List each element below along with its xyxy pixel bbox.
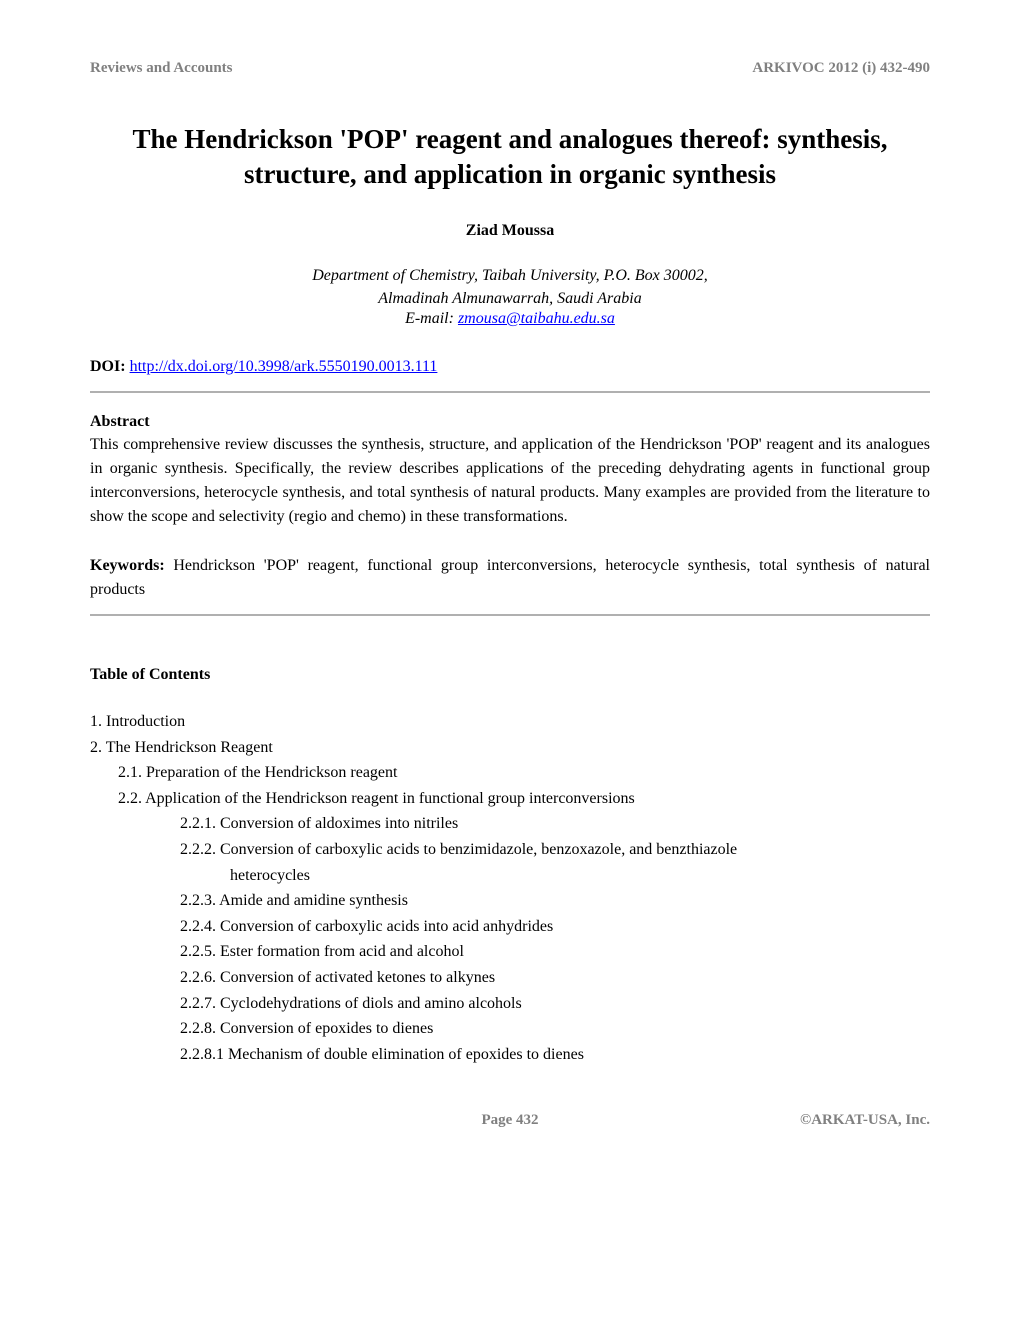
toc-item: 1. Introduction <box>90 709 930 735</box>
toc-item: 2.2.5. Ester formation from acid and alc… <box>180 939 930 965</box>
divider-top <box>90 391 930 393</box>
toc-heading: Table of Contents <box>90 666 930 684</box>
toc-item: 2.2.8. Conversion of epoxides to dienes <box>180 1016 930 1042</box>
abstract-heading: Abstract <box>90 413 930 431</box>
affiliation-line2: Almadinah Almunawarrah, Saudi Arabia <box>90 288 930 310</box>
keywords-label: Keywords: <box>90 557 173 574</box>
author-name: Ziad Moussa <box>90 222 930 240</box>
email-line: E-mail: zmousa@taibahu.edu.sa <box>90 310 930 328</box>
toc-item: 2.1. Preparation of the Hendrickson reag… <box>118 760 930 786</box>
abstract-text: This comprehensive review discusses the … <box>90 433 930 529</box>
page-footer: Page 432 ©ARKAT-USA, Inc. <box>90 1112 930 1129</box>
toc-item: 2.2.3. Amide and amidine synthesis <box>180 888 930 914</box>
divider-bottom <box>90 614 930 616</box>
paper-title: The Hendrickson 'POP' reagent and analog… <box>90 122 930 192</box>
toc-item: 2.2.2. Conversion of carboxylic acids to… <box>180 837 930 863</box>
page-header: Reviews and Accounts ARKIVOC 2012 (i) 43… <box>90 60 930 77</box>
footer-right: ©ARKAT-USA, Inc. <box>800 1112 930 1129</box>
keywords-text: Hendrickson 'POP' reagent, functional gr… <box>90 557 930 598</box>
footer-page: Page 432 <box>481 1112 538 1129</box>
toc-item: 2.2.7. Cyclodehydrations of diols and am… <box>180 991 930 1017</box>
header-right: ARKIVOC 2012 (i) 432-490 <box>752 60 930 77</box>
toc-item: 2.2.4. Conversion of carboxylic acids in… <box>180 914 930 940</box>
doi: DOI: http://dx.doi.org/10.3998/ark.55501… <box>90 358 930 376</box>
email-link[interactable]: zmousa@taibahu.edu.sa <box>458 310 615 327</box>
toc-item: 2.2.6. Conversion of activated ketones t… <box>180 965 930 991</box>
email-label: E-mail: <box>405 310 458 327</box>
toc-list: 1. Introduction 2. The Hendrickson Reage… <box>90 709 930 1067</box>
toc-item: 2.2. Application of the Hendrickson reag… <box>118 786 930 812</box>
doi-label: DOI: <box>90 358 130 375</box>
toc-item: 2.2.1. Conversion of aldoximes into nitr… <box>180 811 930 837</box>
toc-item: 2.2.8.1 Mechanism of double elimination … <box>180 1042 930 1068</box>
doi-link[interactable]: http://dx.doi.org/10.3998/ark.5550190.00… <box>130 358 438 375</box>
toc-item: heterocycles <box>230 863 930 889</box>
affiliation-line1: Department of Chemistry, Taibah Universi… <box>90 265 930 287</box>
toc-item: 2. The Hendrickson Reagent <box>90 735 930 761</box>
keywords: Keywords: Hendrickson 'POP' reagent, fun… <box>90 554 930 602</box>
header-left: Reviews and Accounts <box>90 60 233 77</box>
